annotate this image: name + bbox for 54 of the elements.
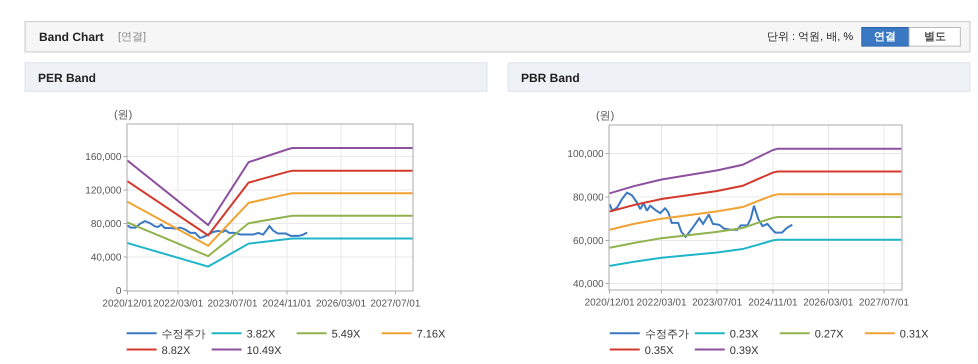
line-series (610, 148, 902, 194)
text: 연결 (874, 31, 896, 43)
legend-label: 5.49X (332, 328, 362, 341)
line-series (127, 147, 412, 226)
line-series (610, 192, 794, 238)
y-tick-label: 40,000 (572, 279, 604, 290)
y-tick-label: 0 (116, 286, 122, 297)
x-tick-label: 2023/07/01 (207, 298, 258, 310)
x-tick-label: 2020/12/01 (102, 298, 153, 310)
y-axis-title: (원) (596, 110, 614, 122)
y-axis-title: (원) (114, 109, 132, 121)
legend-label: 0.39X (730, 344, 760, 357)
legend-label: 7.16X (416, 328, 446, 341)
x-tick-label: 2024/11/01 (262, 298, 312, 310)
line-series (127, 192, 412, 247)
y-tick-label: 80,000 (572, 192, 604, 204)
text: Band Chart (39, 30, 104, 44)
legend-label: 10.49X (246, 344, 282, 357)
legend-label: 수정주가 (162, 328, 206, 341)
x-tick-label: 2024/11/01 (748, 297, 798, 308)
chart-title: PBR Band (521, 71, 580, 85)
legend-label: 3.82X (246, 328, 276, 341)
y-tick-label: 100,000 (567, 149, 604, 160)
x-tick-label: 2020/12/01 (584, 297, 636, 308)
text: 단위 : 억원, 배, % (767, 31, 854, 43)
line-series (127, 214, 412, 258)
line-series (610, 238, 902, 267)
y-tick-label: 160,000 (85, 152, 122, 163)
legend-label: 0.27X (814, 328, 844, 341)
line-series (610, 193, 902, 231)
y-tick-label: 120,000 (85, 185, 122, 196)
x-tick-label: 2026/03/01 (316, 298, 367, 310)
y-tick-label: 80,000 (90, 218, 122, 230)
y-tick-label: 60,000 (572, 236, 604, 247)
legend-label: 수정주가 (644, 328, 689, 341)
chart-title: PER Band (38, 71, 96, 85)
text: 별도 (924, 31, 946, 43)
x-tick-label: 2022/03/01 (153, 298, 204, 310)
line-series (127, 220, 308, 239)
line-series (127, 237, 412, 268)
line-series (127, 170, 412, 236)
legend-label: 0.23X (730, 328, 760, 341)
y-tick-label: 40,000 (90, 252, 122, 264)
x-tick-label: 2022/03/01 (636, 297, 687, 308)
legend-label: 0.35X (644, 344, 674, 357)
text: [연결] (118, 31, 146, 43)
line-series (610, 170, 902, 213)
line-series (610, 216, 902, 249)
x-tick-label: 2027/07/01 (858, 297, 910, 308)
legend-label: 8.82X (162, 344, 192, 357)
x-tick-label: 2026/03/01 (803, 297, 854, 308)
x-tick-label: 2027/07/01 (370, 298, 421, 310)
x-tick-label: 2023/07/01 (692, 297, 743, 308)
legend-label: 0.31X (900, 328, 930, 341)
